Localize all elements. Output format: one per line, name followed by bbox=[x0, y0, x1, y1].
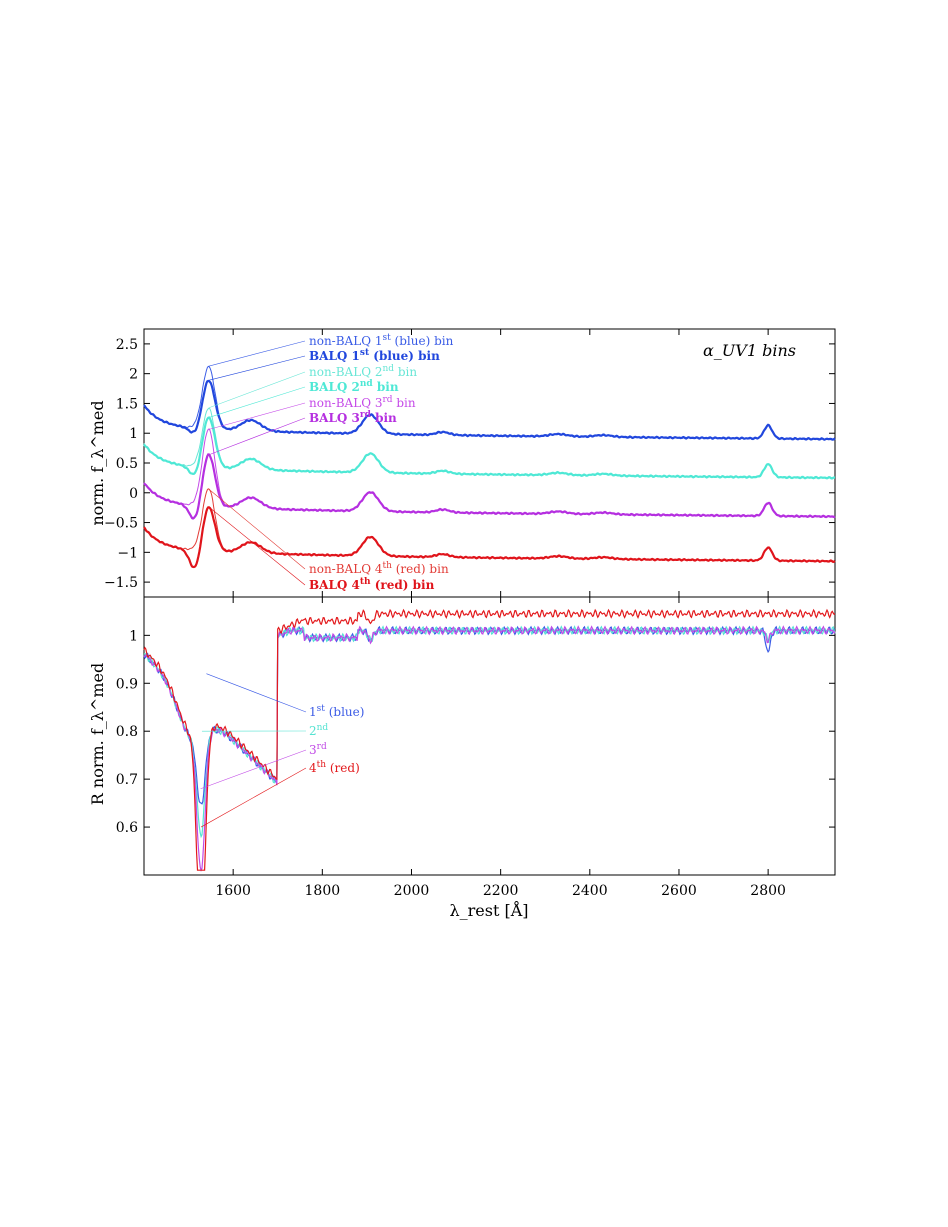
bottom-panel: 0.6 0.7 0.8 0.9 1 1600 1800 2000 2200 2400 2600 280… bbox=[88, 596, 836, 920]
x-tick-label: 2400 bbox=[572, 883, 608, 899]
top-plot-frame bbox=[143, 328, 836, 598]
leader-line bbox=[208, 488, 306, 570]
leader-line bbox=[208, 417, 306, 456]
leader-line bbox=[208, 402, 306, 430]
leader-line bbox=[208, 506, 306, 586]
ratio-series-label: 3rd bbox=[309, 742, 327, 757]
top-leader-lines bbox=[208, 340, 306, 586]
ratio-series-line bbox=[143, 625, 836, 872]
leader-line bbox=[208, 386, 306, 418]
bottom-y-axis-label: R norm. f_λ^med bbox=[88, 663, 107, 805]
x-tick-label: 2800 bbox=[750, 883, 786, 899]
top-series-group bbox=[143, 365, 836, 569]
y-tick-label: 1 bbox=[129, 426, 138, 442]
series-label: BALQ 1st (blue) bin bbox=[309, 348, 440, 363]
x-tick-label: 2000 bbox=[394, 883, 430, 899]
y-tick-label: 0.5 bbox=[116, 456, 138, 472]
ratio-series-line bbox=[143, 625, 836, 805]
bottom-plot-frame bbox=[143, 596, 836, 876]
series-label: non-BALQ 2nd bin bbox=[309, 364, 417, 379]
bottom-leader-lines bbox=[200, 673, 307, 828]
y-tick-label: 2 bbox=[129, 367, 138, 383]
panel-annotation: α_UV1 bins bbox=[703, 341, 796, 360]
series-label: BALQ 2nd bin bbox=[309, 379, 399, 394]
y-tick-label: 0.6 bbox=[116, 820, 138, 836]
leader-line bbox=[208, 371, 306, 409]
y-tick-label: 0.8 bbox=[116, 724, 138, 740]
leader-line bbox=[208, 355, 306, 381]
y-tick-label: 0.9 bbox=[116, 676, 138, 692]
top-series-line bbox=[143, 416, 836, 480]
series-label: BALQ 3rd bin bbox=[309, 410, 397, 425]
series-label: BALQ 4th (red) bin bbox=[309, 577, 435, 592]
x-tick-label: 1800 bbox=[305, 883, 341, 899]
x-axis-label: λ_rest [Å] bbox=[449, 900, 528, 920]
bottom-tick-group: 0.6 0.7 0.8 0.9 1 1600 1800 2000 2200 2400 2600 280… bbox=[116, 597, 835, 899]
bottom-series-group bbox=[143, 608, 836, 872]
ratio-series-line bbox=[143, 608, 836, 871]
top-series-line bbox=[143, 428, 836, 518]
leader-line bbox=[200, 767, 307, 828]
top-y-axis-label: norm. f_λ^med bbox=[88, 400, 107, 525]
ratio-series-label: 4th (red) bbox=[309, 760, 360, 775]
series-label: non-BALQ 3rd bin bbox=[309, 395, 416, 410]
leader-line bbox=[206, 673, 307, 713]
x-tick-label: 1600 bbox=[215, 883, 251, 899]
ratio-series-label: 1st (blue) bbox=[309, 704, 364, 719]
top-series-line bbox=[143, 379, 836, 441]
y-tick-label: 1 bbox=[129, 628, 138, 644]
y-tick-label: −0.5 bbox=[104, 516, 138, 532]
series-label: non-BALQ 1st (blue) bin bbox=[309, 333, 454, 348]
leader-line bbox=[208, 340, 306, 367]
y-tick-label: 1.5 bbox=[116, 396, 138, 412]
top-series-line bbox=[143, 453, 836, 520]
ratio-series-label: 2nd bbox=[309, 723, 328, 738]
top-series-line bbox=[143, 488, 835, 563]
y-tick-label: 0.7 bbox=[116, 772, 138, 788]
series-label: non-BALQ 4th (red) bin bbox=[309, 561, 449, 576]
y-tick-label: 2.5 bbox=[116, 337, 138, 353]
y-tick-label: 0 bbox=[129, 486, 138, 502]
x-tick-label: 2200 bbox=[483, 883, 519, 899]
ratio-series-line bbox=[143, 625, 836, 839]
top-series-line bbox=[143, 506, 836, 569]
top-series-line bbox=[143, 365, 836, 441]
bottom-series-labels: 1st (blue) 2nd 3rd 4th (red) bbox=[309, 704, 364, 775]
top-tick-group: −1.5 −1 −0.5 0 0.5 1 1.5 2 2.5 bbox=[104, 329, 835, 597]
y-tick-label: −1 bbox=[117, 545, 138, 561]
x-tick-label: 2600 bbox=[661, 883, 697, 899]
y-tick-label: −1.5 bbox=[104, 575, 138, 591]
top-panel: −1.5 −1 −0.5 0 0.5 1 1.5 2 2.5 non-BALQ 1st (blu… bbox=[88, 328, 836, 598]
leader-line bbox=[200, 749, 307, 790]
